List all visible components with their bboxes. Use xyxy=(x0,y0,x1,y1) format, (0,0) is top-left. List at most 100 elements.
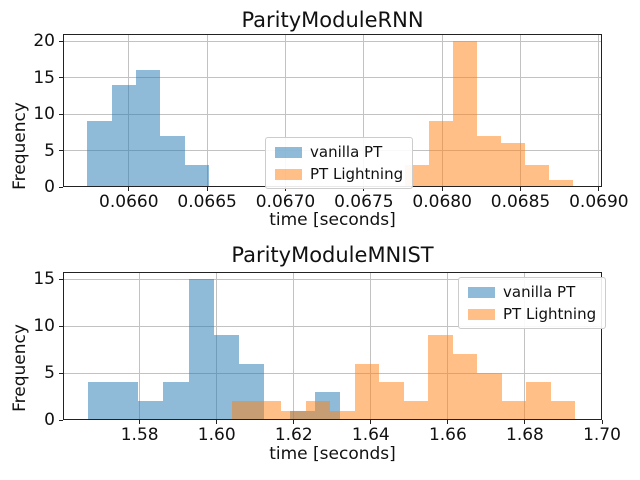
hist-bar xyxy=(87,121,112,187)
rnn-axes xyxy=(63,34,602,187)
x-tick-mark xyxy=(139,420,141,424)
gridline xyxy=(63,278,602,280)
y-tick-mark xyxy=(59,150,63,152)
legend-label-vanilla-pt: vanilla PT xyxy=(503,283,576,301)
legend-item-vanilla-pt: vanilla PT xyxy=(275,144,403,160)
rnn-plot-title: ParityModuleRNN xyxy=(241,8,424,32)
hist-bar xyxy=(281,410,306,420)
y-tick-label: 20 xyxy=(33,31,55,52)
x-tick-mark xyxy=(370,420,372,424)
gridline xyxy=(363,34,365,187)
x-tick-mark xyxy=(524,420,526,424)
x-tick-mark xyxy=(598,187,600,191)
x-tick-label: 1.68 xyxy=(506,425,544,445)
hist-bar xyxy=(111,85,136,187)
legend-item-vanilla-pt: vanilla PT xyxy=(468,284,596,300)
legend-label-vanilla-pt: vanilla PT xyxy=(310,143,383,161)
hist-bar xyxy=(188,279,214,420)
x-tick-mark xyxy=(216,420,218,424)
y-tick-mark xyxy=(59,40,63,42)
gridline xyxy=(441,34,443,187)
mnist-plot-title: ParityModuleMNIST xyxy=(231,243,434,267)
pt-lightning-swatch xyxy=(468,308,495,320)
hist-bar xyxy=(452,354,478,420)
x-tick-mark xyxy=(520,187,522,191)
x-tick-mark xyxy=(447,420,449,424)
gridline xyxy=(598,34,600,187)
rnn-xaxis-label: time [seconds] xyxy=(269,210,396,230)
x-tick-label: 1.60 xyxy=(197,425,236,445)
y-tick-label: 10 xyxy=(33,316,55,337)
legend-label-pt-lightning: PT Lightning xyxy=(310,165,404,183)
hist-bar xyxy=(138,401,164,420)
x-tick-label: 0.0665 xyxy=(177,192,237,212)
x-tick-label: 0.0690 xyxy=(569,192,629,212)
hist-bar xyxy=(112,382,139,420)
hist-bar xyxy=(524,165,549,187)
gridline xyxy=(206,34,208,187)
hist-bar xyxy=(526,382,551,420)
y-tick-mark xyxy=(59,186,63,188)
x-tick-label: 1.66 xyxy=(428,425,467,445)
gridline xyxy=(63,372,602,374)
x-tick-mark xyxy=(128,187,130,191)
hist-bar xyxy=(87,382,113,420)
hist-bar xyxy=(548,179,573,187)
x-tick-label: 0.0670 xyxy=(255,192,316,212)
legend-item-pt-lightning: PT Lightning xyxy=(468,306,596,322)
hist-bar xyxy=(163,382,189,420)
gridline xyxy=(63,325,602,327)
x-tick-mark xyxy=(293,420,295,424)
hist-bar xyxy=(184,165,210,187)
y-tick-label: 15 xyxy=(33,269,55,290)
x-tick-label: 1.62 xyxy=(274,425,313,445)
y-tick-mark xyxy=(59,325,63,327)
y-tick-mark xyxy=(59,77,63,79)
x-tick-mark xyxy=(363,187,365,191)
gridline xyxy=(370,272,372,420)
hist-bar xyxy=(403,401,429,420)
x-tick-mark xyxy=(206,187,208,191)
hist-bar xyxy=(330,410,355,420)
hist-bar xyxy=(428,121,453,187)
mnist-legend: vanilla PT PT Lightning xyxy=(458,277,607,329)
hist-bar xyxy=(477,373,502,420)
gridline xyxy=(293,272,295,420)
hist-bar xyxy=(136,70,161,187)
legend-item-pt-lightning: PT Lightning xyxy=(275,166,403,182)
hist-bar xyxy=(500,143,525,187)
hist-bar xyxy=(305,401,331,420)
hist-bar xyxy=(428,335,453,420)
y-tick-mark xyxy=(59,419,63,421)
y-tick-mark xyxy=(59,113,63,115)
x-tick-mark xyxy=(601,420,603,424)
y-tick-label: 5 xyxy=(44,363,55,384)
pt-lightning-swatch xyxy=(275,168,302,180)
x-tick-label: 1.58 xyxy=(120,425,159,445)
x-tick-label: 0.0685 xyxy=(490,192,551,212)
x-tick-mark xyxy=(441,187,443,191)
hist-bar xyxy=(379,382,404,420)
gridline xyxy=(524,272,526,420)
y-tick-label: 0 xyxy=(44,177,55,197)
y-tick-label: 10 xyxy=(33,104,55,125)
gridline xyxy=(284,34,286,187)
hist-bar xyxy=(501,401,527,420)
mnist-axes xyxy=(63,272,602,420)
gridline xyxy=(139,272,141,420)
hist-bar xyxy=(550,401,576,420)
gridline xyxy=(63,113,602,115)
rnn-legend: vanilla PT PT Lightning xyxy=(265,137,414,189)
y-tick-mark xyxy=(59,278,63,280)
x-tick-label: 1.70 xyxy=(583,425,621,445)
gridline xyxy=(63,40,602,42)
hist-bar xyxy=(232,401,257,420)
vanilla-pt-swatch xyxy=(468,286,495,298)
y-tick-label: 0 xyxy=(44,410,55,430)
hist-bar xyxy=(354,363,380,420)
x-tick-label: 0.0660 xyxy=(99,192,159,212)
y-tick-label: 15 xyxy=(33,67,55,88)
legend-label-pt-lightning: PT Lightning xyxy=(503,305,597,323)
gridline xyxy=(520,34,522,187)
